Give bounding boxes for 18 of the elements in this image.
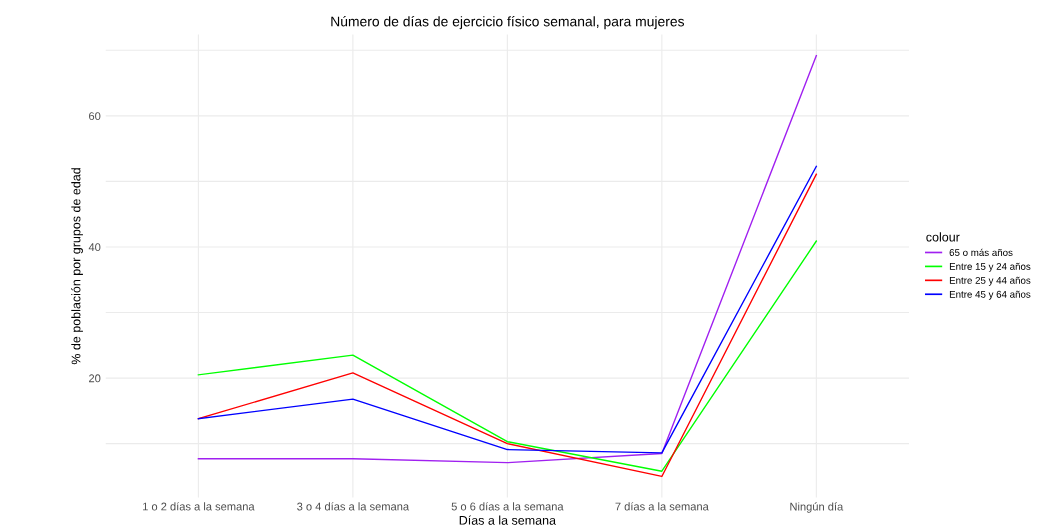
x-tick-label: 3 o 4 días a la semana: [297, 502, 410, 511]
x-tick-label: 7 días a la semana: [615, 502, 709, 511]
legend-label: 65 o más años: [949, 248, 1013, 256]
legend-label: Entre 15 y 24 años: [949, 262, 1031, 272]
y-axis-title: % de población por grupos de edad: [71, 168, 83, 365]
legend-label: Entre 25 y 44 años: [949, 276, 1031, 286]
x-tick-label: Ningún día: [790, 502, 844, 513]
legend-title: colour: [926, 232, 960, 242]
line-series: [197, 240, 818, 472]
y-tick-label: 20: [89, 374, 101, 383]
legend-label: Entre 45 y 64 años: [949, 290, 1031, 300]
y-tick-label: 60: [89, 112, 101, 121]
x-tick-label: 1 o 2 días a la semana: [143, 502, 255, 511]
x-axis-title: Días a la semana: [459, 515, 556, 525]
chart-title: Número de días de ejercicio físico semanal, para mujeres: [331, 16, 685, 30]
y-tick-label: 40: [88, 243, 101, 252]
line-series: [197, 54, 818, 464]
x-tick-label: 5 o 6 días a la semana: [451, 502, 564, 511]
